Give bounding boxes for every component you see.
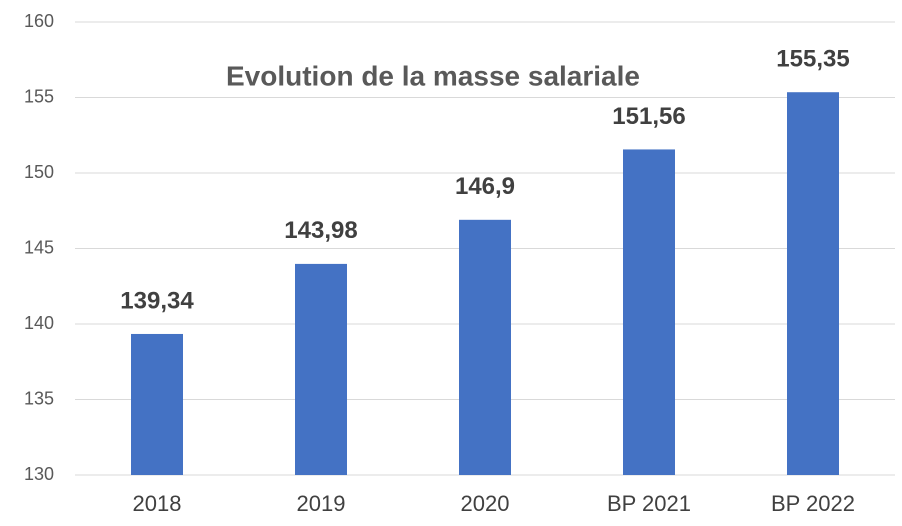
y-tick-label: 130 [24, 464, 54, 484]
y-tick-label: 135 [24, 388, 54, 408]
bar [459, 219, 511, 475]
y-tick-label: 140 [24, 313, 54, 333]
value-label: 151,56 [612, 103, 685, 130]
x-tick-label: 2019 [297, 491, 346, 516]
y-tick-label: 160 [24, 11, 54, 31]
x-tick-label: BP 2022 [771, 491, 855, 516]
y-tick-label: 150 [24, 162, 54, 182]
bar [295, 263, 347, 475]
value-label: 139,34 [120, 287, 194, 314]
y-tick-label: 145 [24, 237, 54, 257]
x-tick-label: 2020 [461, 491, 510, 516]
value-label: 146,9 [455, 173, 515, 200]
bar [787, 92, 839, 475]
value-label: 155,35 [776, 46, 849, 73]
x-tick-label: BP 2021 [607, 491, 691, 516]
value-label: 143,98 [284, 217, 357, 244]
bar [131, 333, 183, 475]
bar [623, 149, 675, 475]
x-tick-label: 2018 [133, 491, 182, 516]
y-tick-label: 155 [24, 86, 54, 106]
chart-title: Evolution de la masse salariale [226, 60, 640, 91]
